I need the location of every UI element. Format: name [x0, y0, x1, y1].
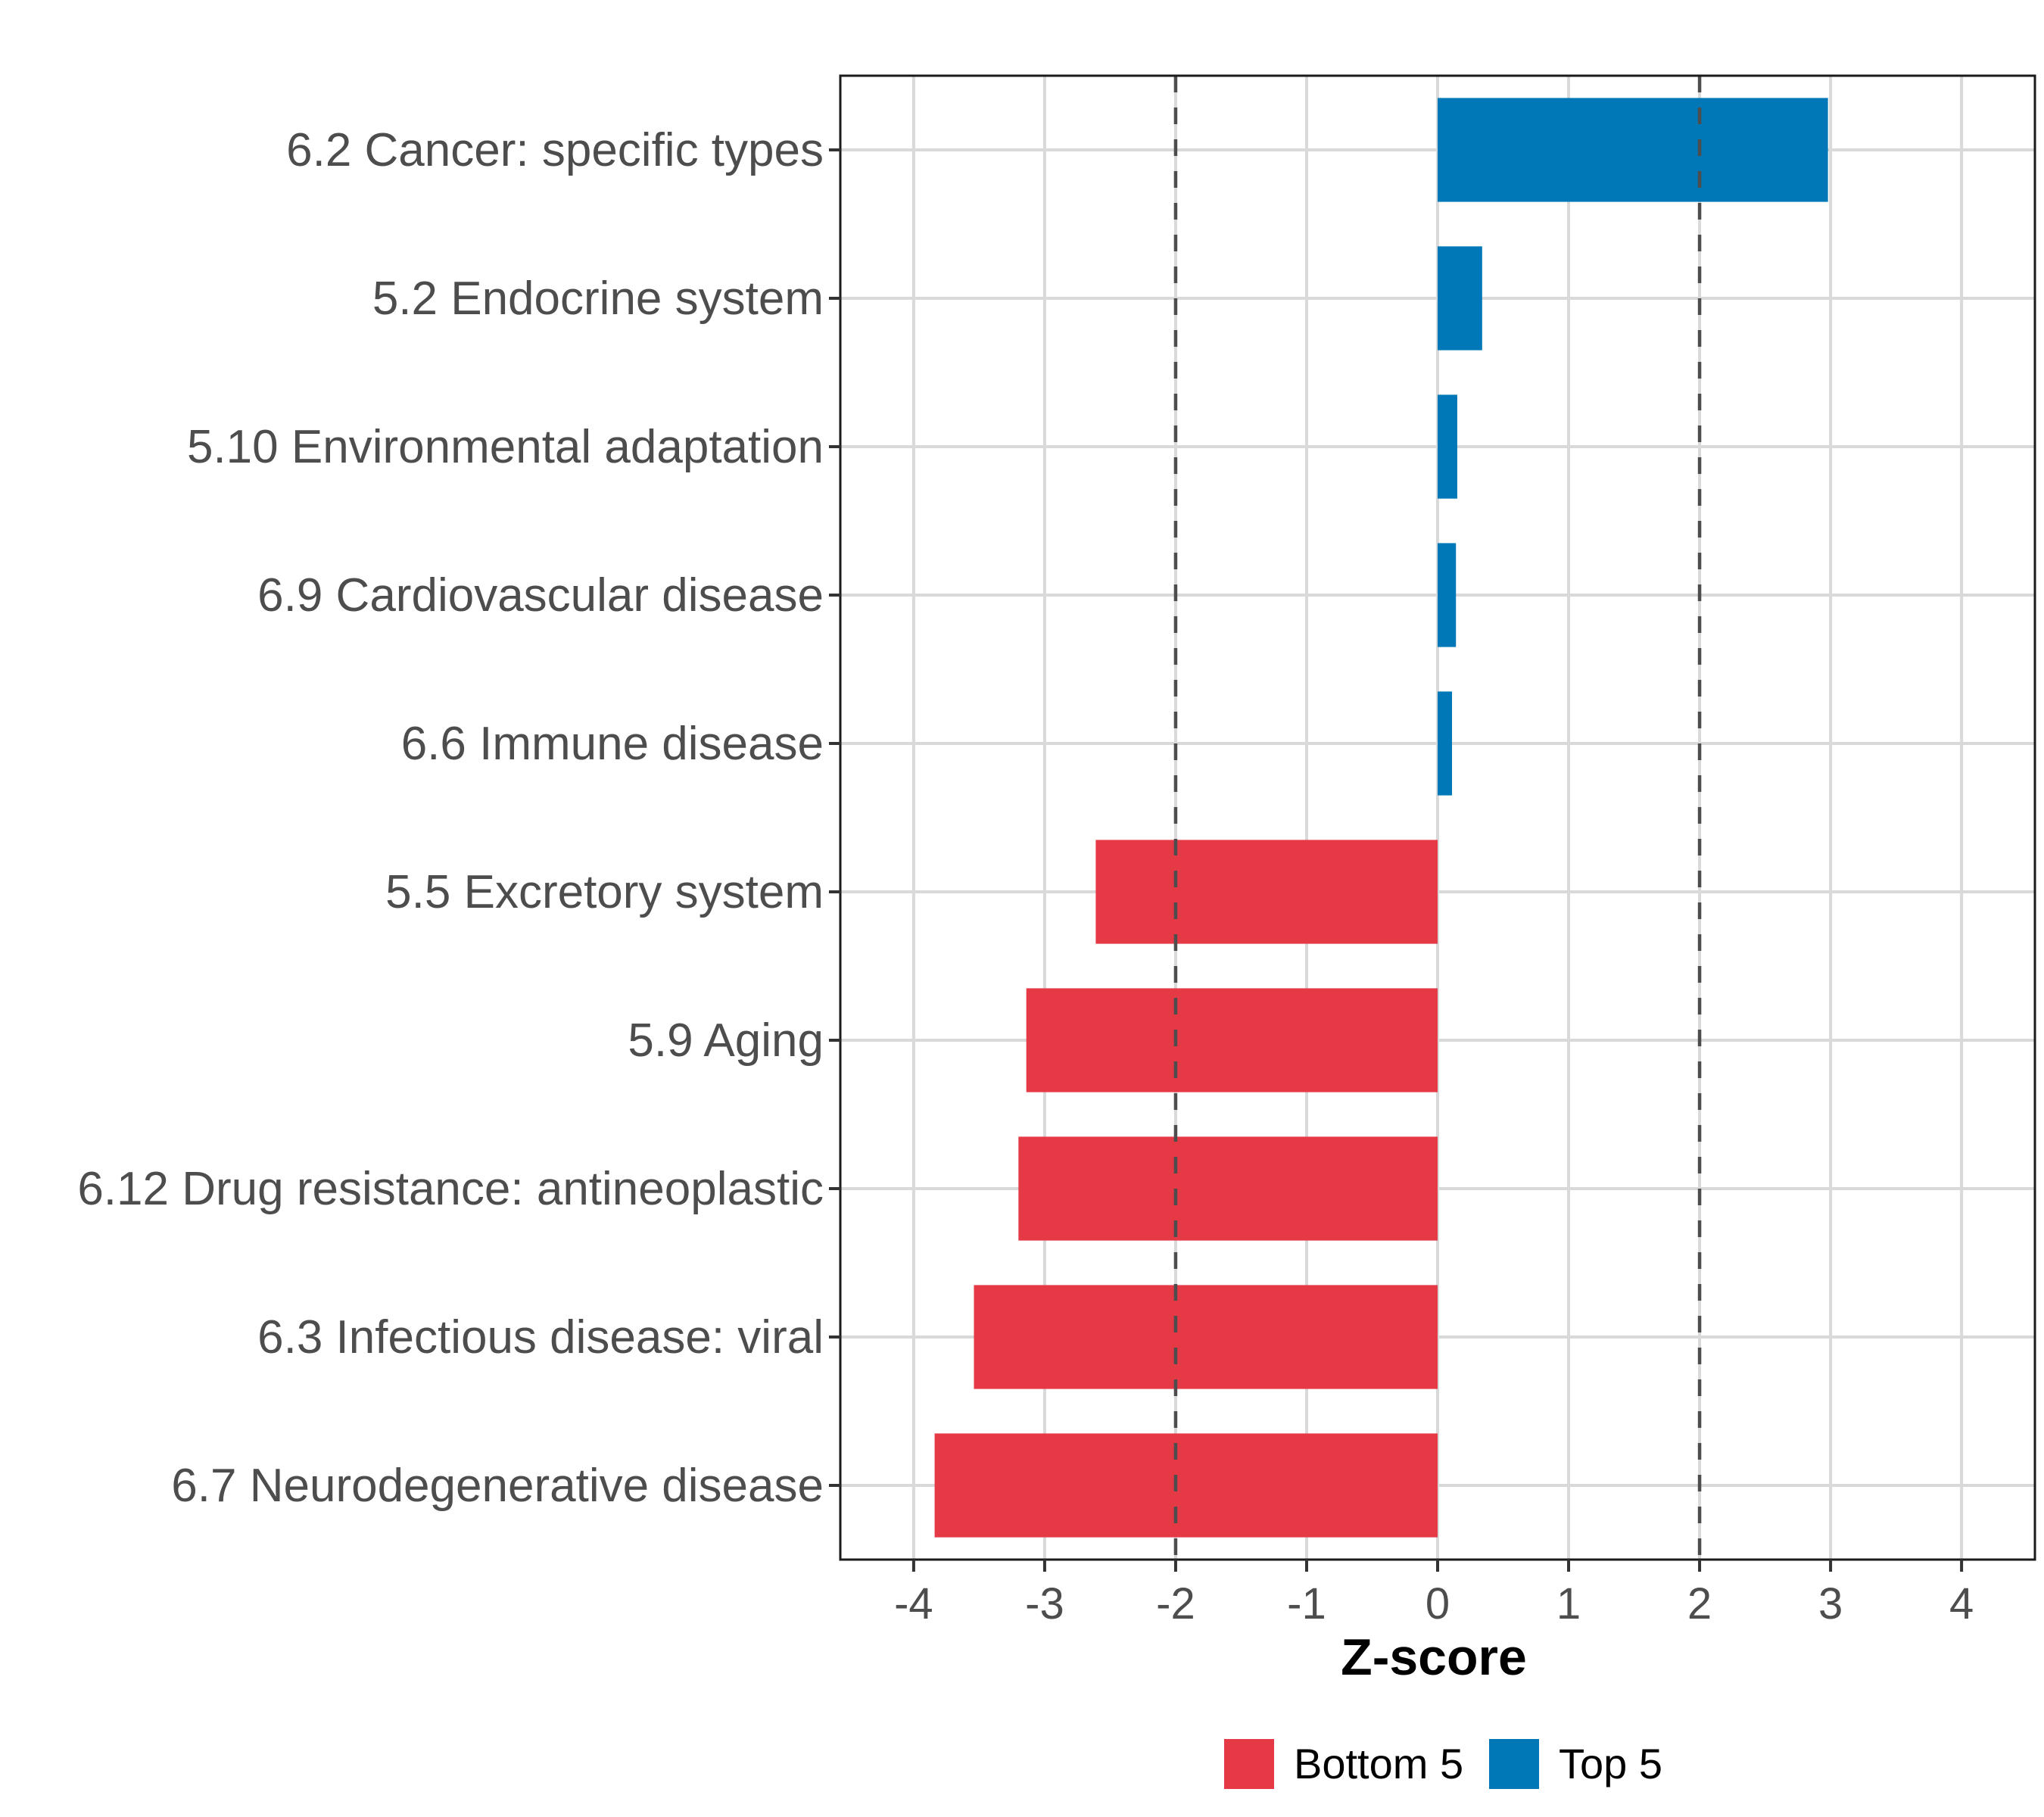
x-tick-label: -1 [1287, 1579, 1326, 1628]
x-tick-label: 1 [1556, 1579, 1581, 1628]
bars [934, 98, 1828, 1538]
legend-swatch-top5 [1489, 1739, 1539, 1789]
x-tick-label: -2 [1156, 1579, 1195, 1628]
y-tick-label: 5.2 Endocrine system [372, 273, 824, 325]
y-tick-label: 6.9 Cardiovascular disease [257, 569, 824, 622]
legend-swatch-bottom5 [1224, 1739, 1274, 1789]
bar [1438, 98, 1828, 202]
bar [1438, 543, 1457, 647]
legend-label-bottom5: Bottom 5 [1294, 1740, 1463, 1787]
y-axis: 6.2 Cancer: specific types 5.2 Endocrine … [77, 124, 840, 1512]
y-tick-label: 5.9 Aging [628, 1014, 824, 1067]
bar [1438, 691, 1453, 796]
x-tick-label: 2 [1687, 1579, 1712, 1628]
x-tick-label: 0 [1426, 1579, 1450, 1628]
y-tick-label: 5.10 Environmental adaptation [187, 421, 824, 473]
x-axis-title: Z-score [1341, 1628, 1527, 1686]
y-tick-label: 6.6 Immune disease [401, 718, 824, 770]
bar [1095, 840, 1438, 944]
bar [1018, 1136, 1438, 1241]
bar [934, 1433, 1438, 1538]
bar [974, 1285, 1438, 1389]
y-tick-label: 6.12 Drug resistance: antineoplastic [77, 1163, 824, 1215]
x-tick-label: -4 [894, 1579, 933, 1628]
y-tick-label: 6.3 Infectious disease: viral [257, 1311, 824, 1364]
x-tick-label: 3 [1818, 1579, 1843, 1628]
reference-lines [1173, 76, 1702, 1560]
legend-label-top5: Top 5 [1559, 1740, 1662, 1787]
bar [1026, 988, 1438, 1092]
x-tick-label: -3 [1025, 1579, 1064, 1628]
bar [1438, 394, 1457, 499]
x-axis: -4 -3 -2 -1 0 1 2 3 4 [894, 1560, 1974, 1628]
y-tick-label: 6.7 Neurodegenerative disease [171, 1460, 824, 1512]
legend: Bottom 5 Top 5 [1224, 1739, 1662, 1789]
y-tick-label: 6.2 Cancer: specific types [286, 124, 824, 176]
x-tick-label: 4 [1949, 1579, 1974, 1628]
y-tick-label: 5.5 Excretory system [385, 866, 824, 918]
bar [1438, 246, 1482, 351]
